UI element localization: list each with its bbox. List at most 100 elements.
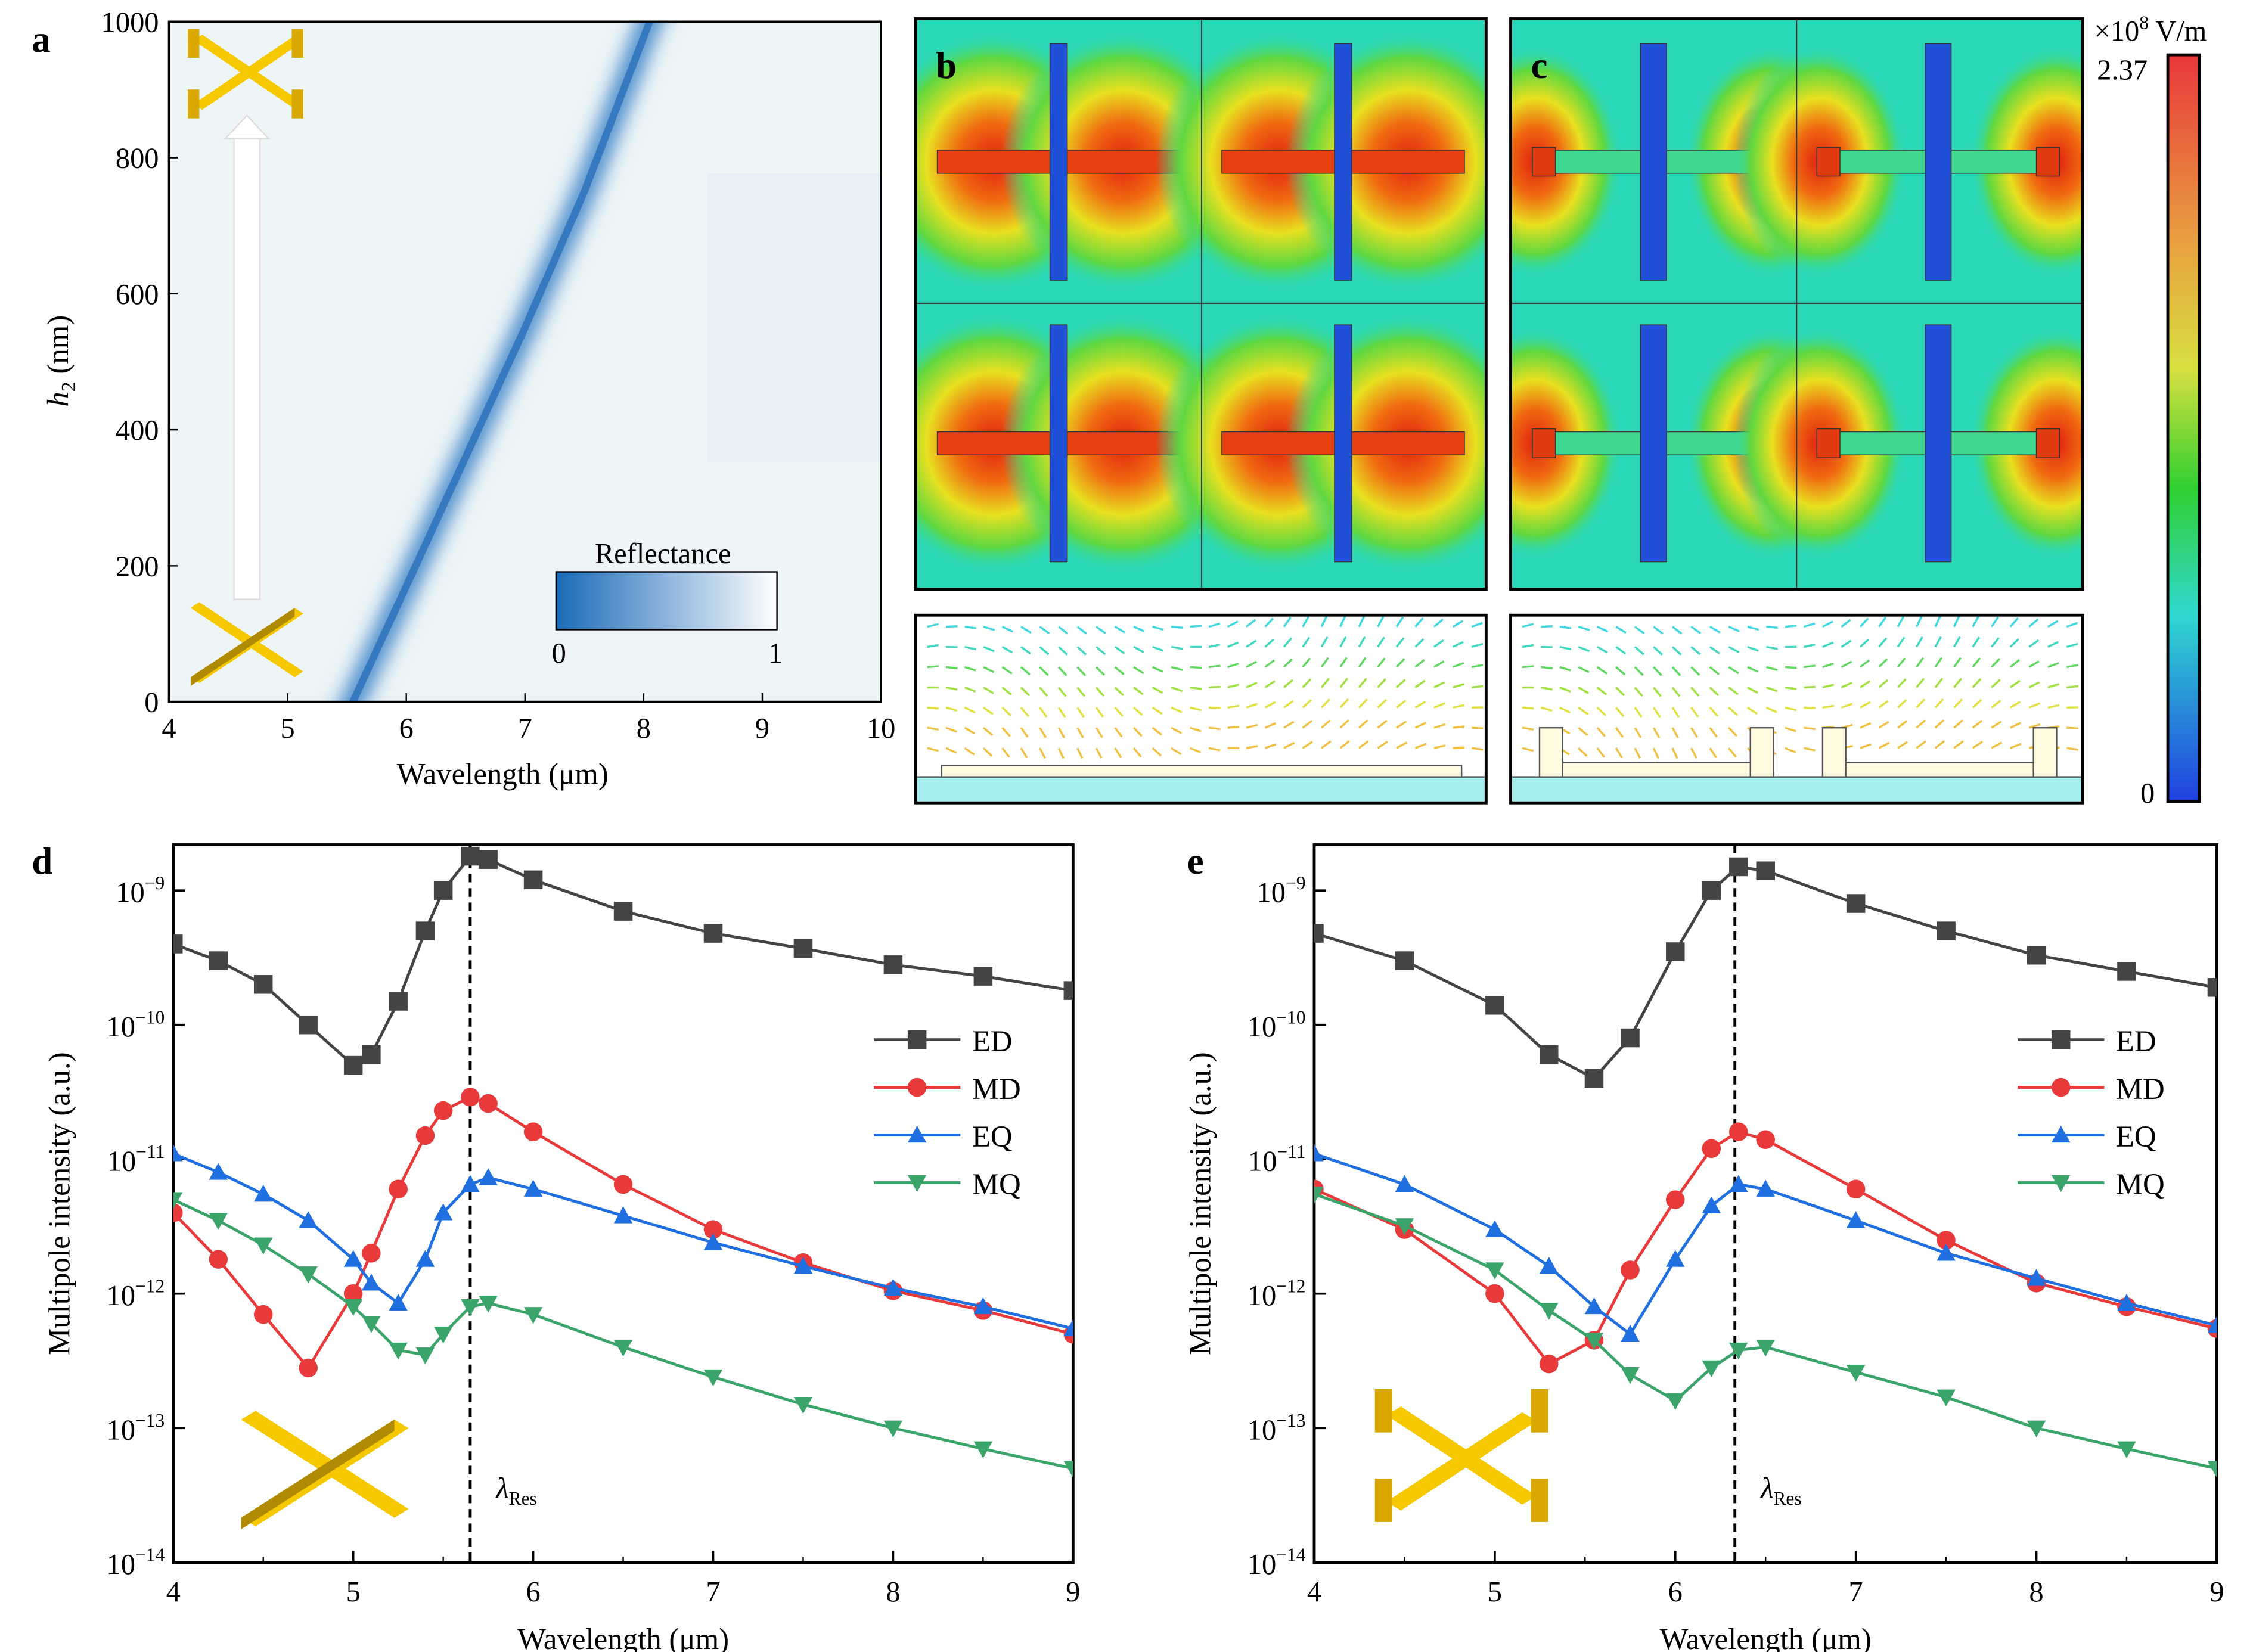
y-tick-label: 600 (116, 279, 159, 310)
data-point-md (1756, 1130, 1775, 1150)
data-point-eq (793, 1256, 813, 1274)
field-arrow (945, 726, 957, 733)
data-point-ed (479, 850, 498, 869)
x-axis-label-a: Wavelength (μm) (397, 758, 609, 791)
field-arrow (1897, 636, 1906, 648)
field-arrow (1953, 740, 1964, 749)
field-arrow (1171, 686, 1183, 693)
field-arrow (1709, 727, 1718, 738)
data-point-eq (1756, 1179, 1775, 1197)
data-point-ed (1395, 951, 1414, 970)
field-arrow (1541, 686, 1553, 691)
field-arrow (1358, 719, 1368, 729)
field-arrow (1133, 687, 1144, 695)
data-point-ed (1756, 861, 1775, 880)
capped-cross-icon (188, 29, 303, 119)
data-point-ed (173, 934, 183, 954)
data-point-mq (479, 1296, 498, 1313)
field-arrow (1597, 646, 1608, 654)
field-arrow (1671, 707, 1680, 718)
field-arrow (964, 726, 976, 735)
field-arrow (1358, 636, 1366, 648)
field-arrow (1652, 727, 1661, 738)
y-tick-label: 10−11 (107, 1141, 165, 1178)
tick-exponent: −9 (1286, 872, 1306, 893)
field-arrow (1653, 646, 1663, 656)
data-point-ed (973, 967, 993, 986)
data-point-md (703, 1220, 723, 1239)
field-arrow (1859, 617, 1869, 628)
data-point-md (613, 1175, 633, 1194)
field-arrow (1972, 657, 1981, 668)
field-arrow (1972, 678, 1982, 688)
field-arrow (1634, 666, 1644, 676)
legend-label-mq: MQ (2116, 1168, 2165, 1201)
end-cap (1532, 147, 1556, 177)
field-arrow (1320, 678, 1330, 688)
field-arrow (1671, 626, 1683, 635)
field-arrow (1358, 698, 1368, 709)
field-arrow (927, 644, 939, 648)
unit-exp: 8 (2139, 12, 2149, 33)
field-arrow (1039, 747, 1046, 759)
data-point-mq (1937, 1389, 1956, 1407)
y-label-sub: 2 (58, 381, 80, 392)
data-point-ed (1063, 981, 1073, 1000)
data-point-ed (2027, 946, 2046, 965)
field-arrow (1209, 706, 1221, 709)
data-point-md (1485, 1284, 1504, 1303)
data-point-mq (1756, 1339, 1775, 1357)
tick-exponent: −9 (145, 872, 165, 893)
field-arrow (1057, 747, 1065, 759)
data-point-ed (1729, 857, 1748, 877)
resonance-label: λRes (1759, 1473, 1801, 1509)
end-cap (1816, 428, 1841, 458)
data-point-mq (343, 1299, 363, 1316)
field-arrow (1433, 744, 1446, 749)
res-sub: Res (1773, 1488, 1801, 1509)
data-point-mq (883, 1420, 903, 1438)
field-arrow (2028, 723, 2041, 729)
field-arrow (1747, 686, 1758, 694)
data-point-eq (1666, 1250, 1685, 1267)
arrow-head-icon (224, 114, 271, 139)
field-arrow (1208, 726, 1221, 731)
field-arrow (1766, 625, 1778, 629)
field-arrow (1039, 666, 1049, 676)
field-arrow (1246, 682, 1258, 688)
field-arrow (946, 625, 958, 628)
x-tick-label: 10 (867, 713, 895, 744)
field-arrow (2066, 664, 2078, 669)
arm-profile (941, 765, 1463, 778)
field-colorbar-max: 2.37 (2097, 54, 2148, 86)
field-arrow (1916, 678, 1925, 688)
data-point-md (523, 1122, 543, 1141)
field-arrow (1414, 659, 1425, 668)
tick-exponent: −12 (1276, 1275, 1305, 1296)
field-arrow (1709, 666, 1720, 676)
tick-base: 10 (1247, 1011, 1276, 1043)
data-point-mq (2207, 1461, 2217, 1478)
field-arrow (1339, 657, 1348, 668)
field-arrow (1395, 637, 1405, 648)
data-point-eq (461, 1175, 480, 1193)
field-arrow (1020, 687, 1031, 697)
field-arrow (1540, 706, 1553, 712)
data-area (1314, 857, 2217, 1478)
field-arrow (1934, 740, 1945, 749)
y-tick-label: 10−14 (1247, 1544, 1306, 1580)
field-arrow (1302, 678, 1312, 688)
field-arrow (1264, 638, 1275, 648)
field-arrow (1358, 616, 1365, 628)
field-arrow (1859, 659, 1870, 668)
field-arrow (1897, 720, 1908, 729)
vertical-arm (1640, 324, 1667, 563)
data-point-eq (389, 1293, 408, 1311)
data-point-eq (1485, 1220, 1504, 1237)
field-arrow (1728, 666, 1739, 675)
field-arrow (1541, 625, 1553, 628)
field-arrow (1559, 645, 1572, 651)
field-arrow (1302, 699, 1312, 709)
field-arrow (1095, 747, 1103, 759)
field-arrow (2047, 683, 2059, 689)
